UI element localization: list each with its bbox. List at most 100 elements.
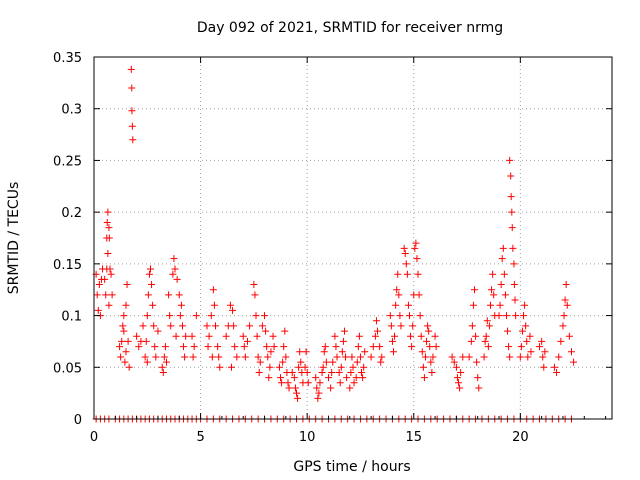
data-point — [231, 343, 239, 351]
data-point — [426, 343, 434, 351]
data-point — [121, 358, 129, 366]
data-point — [420, 374, 428, 382]
data-point — [214, 343, 222, 351]
data-point — [348, 353, 356, 361]
data-point — [517, 343, 525, 351]
data-point — [290, 374, 298, 382]
data-point — [296, 348, 304, 356]
data-point — [502, 312, 510, 320]
data-point — [397, 322, 405, 330]
data-point — [507, 172, 515, 180]
data-point — [327, 384, 335, 392]
data-point — [557, 337, 565, 345]
data-point — [281, 327, 289, 335]
data-point — [324, 374, 332, 382]
data-point — [241, 353, 249, 361]
data-point — [151, 343, 159, 351]
data-point — [321, 343, 329, 351]
data-point — [527, 348, 535, 356]
data-point — [303, 368, 311, 376]
data-point — [358, 368, 366, 376]
data-point — [469, 301, 477, 309]
data-point — [452, 363, 460, 371]
data-point — [474, 374, 482, 382]
data-point — [418, 348, 426, 356]
data-point — [133, 332, 141, 340]
data-point — [178, 322, 186, 330]
data-point — [295, 363, 303, 371]
data-point — [159, 368, 167, 376]
data-point — [240, 343, 248, 351]
data-point — [122, 301, 130, 309]
data-point — [346, 384, 354, 392]
data-point — [392, 301, 400, 309]
data-point — [222, 332, 230, 340]
data-point — [355, 332, 363, 340]
data-point — [333, 353, 341, 361]
data-point — [424, 322, 432, 330]
data-point — [343, 374, 351, 382]
data-point — [431, 332, 439, 340]
data-point — [388, 337, 396, 345]
data-point — [475, 384, 483, 392]
data-point — [288, 368, 296, 376]
data-point — [500, 270, 508, 278]
data-point — [182, 332, 190, 340]
data-point — [453, 374, 461, 382]
data-point — [526, 332, 534, 340]
data-point — [339, 337, 347, 345]
data-point — [319, 363, 327, 371]
data-point — [360, 363, 368, 371]
data-point — [282, 353, 290, 361]
data-point — [509, 244, 517, 252]
data-point — [143, 358, 151, 366]
data-point — [146, 265, 154, 273]
data-point — [400, 244, 408, 252]
data-point — [204, 343, 212, 351]
data-point — [570, 358, 578, 366]
data-point — [293, 389, 301, 397]
y-tick-label: 0.15 — [53, 258, 82, 273]
data-point — [203, 322, 211, 330]
y-axis-label: SRMTID / TECUs — [6, 182, 22, 295]
plot-frame — [93, 56, 613, 420]
data-point — [105, 224, 113, 232]
data-point — [486, 301, 494, 309]
data-point — [393, 286, 401, 294]
data-point — [508, 208, 516, 216]
data-point — [277, 374, 285, 382]
data-point — [162, 358, 170, 366]
data-point — [506, 156, 514, 164]
data-point — [428, 368, 436, 376]
data-point — [448, 353, 456, 361]
data-point — [349, 363, 357, 371]
data-point — [504, 327, 512, 335]
data-point — [403, 270, 411, 278]
data-point — [122, 348, 130, 356]
data-point — [522, 322, 530, 330]
data-point — [256, 358, 264, 366]
data-point — [129, 136, 137, 144]
data-point — [104, 208, 112, 216]
data-point — [540, 363, 548, 371]
data-point — [499, 244, 507, 252]
data-point — [538, 337, 546, 345]
data-point — [350, 379, 358, 387]
data-point — [401, 250, 409, 258]
data-point — [125, 363, 133, 371]
data-point — [480, 353, 488, 361]
data-point — [536, 343, 544, 351]
data-point — [468, 322, 476, 330]
data-series-srmtid — [92, 65, 578, 423]
data-point — [207, 312, 215, 320]
data-point — [386, 312, 394, 320]
x-tick-label: 5 — [196, 430, 204, 445]
data-point — [372, 317, 380, 325]
data-point — [261, 312, 269, 320]
data-point — [432, 343, 440, 351]
x-tick-label: 0 — [90, 430, 98, 445]
data-point — [169, 270, 177, 278]
data-point — [423, 337, 431, 345]
data-point — [567, 348, 575, 356]
data-point — [116, 343, 124, 351]
